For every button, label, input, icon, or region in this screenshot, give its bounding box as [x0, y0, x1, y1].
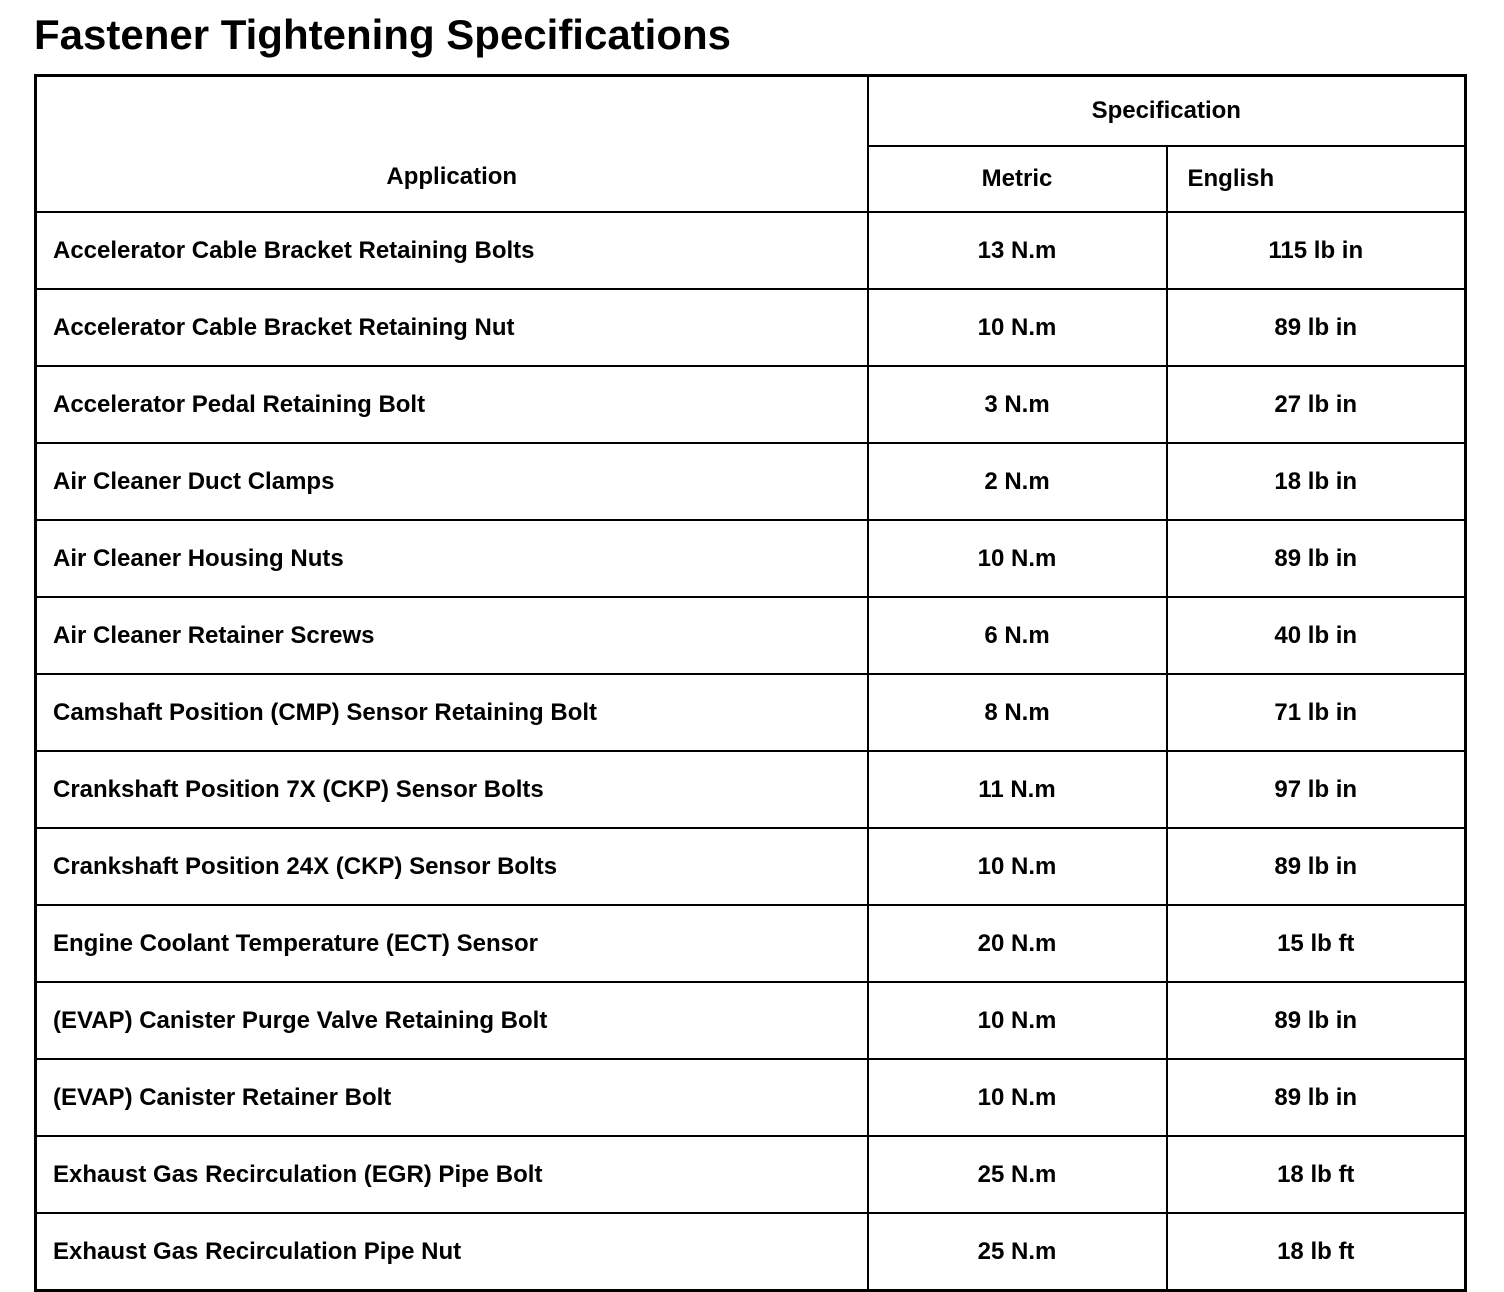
- english-cell: 18 lb in: [1165, 442, 1467, 522]
- application-cell: Exhaust Gas Recirculation Pipe Nut: [34, 1212, 869, 1292]
- metric-cell: 3 N.m: [866, 365, 1168, 445]
- english-cell: 40 lb in: [1165, 596, 1467, 676]
- english-cell: 89 lb in: [1165, 1058, 1467, 1138]
- application-cell: Air Cleaner Housing Nuts: [34, 519, 869, 599]
- table-row: Crankshaft Position 7X (CKP) Sensor Bolt…: [34, 750, 1467, 830]
- english-cell: 27 lb in: [1165, 365, 1467, 445]
- table-row: Accelerator Cable Bracket Retaining Nut 1…: [34, 288, 1467, 368]
- english-cell: 89 lb in: [1165, 288, 1467, 368]
- english-cell: 89 lb in: [1165, 519, 1467, 599]
- table-row: Engine Coolant Temperature (ECT) Sensor 2…: [34, 904, 1467, 984]
- page-title: Fastener Tightening Specifications: [34, 11, 732, 58]
- table-header: Application Specification Metric English: [34, 74, 1467, 214]
- metric-cell: 10 N.m: [866, 1058, 1168, 1138]
- table-row: Exhaust Gas Recirculation (EGR) Pipe Bol…: [34, 1135, 1467, 1215]
- english-cell: 15 lb ft: [1165, 904, 1467, 984]
- english-cell: 89 lb in: [1165, 827, 1467, 907]
- application-cell: Accelerator Pedal Retaining Bolt: [34, 365, 869, 445]
- spec-table-body: Accelerator Cable Bracket Retaining Bolt…: [34, 211, 1467, 1292]
- metric-cell: 10 N.m: [866, 519, 1168, 599]
- english-column-header: English: [1165, 145, 1467, 214]
- application-cell: Crankshaft Position 7X (CKP) Sensor Bolt…: [34, 750, 869, 830]
- english-cell: 18 lb ft: [1165, 1135, 1467, 1215]
- english-cell: 97 lb in: [1165, 750, 1467, 830]
- table-row: Crankshaft Position 24X (CKP) Sensor Bol…: [34, 827, 1467, 907]
- metric-cell: 13 N.m: [866, 211, 1168, 291]
- application-cell: Engine Coolant Temperature (ECT) Sensor: [34, 904, 869, 984]
- fastener-spec-table: Application Specification Metric English…: [34, 74, 1467, 1292]
- english-cell: 115 lb in: [1165, 211, 1467, 291]
- metric-column-header: Metric: [866, 145, 1168, 214]
- application-cell: Accelerator Cable Bracket Retaining Nut: [34, 288, 869, 368]
- table-row: Exhaust Gas Recirculation Pipe Nut 25 N.m…: [34, 1212, 1467, 1292]
- table-row: Accelerator Cable Bracket Retaining Bolt…: [34, 211, 1467, 291]
- application-cell: Accelerator Cable Bracket Retaining Bolt…: [34, 211, 869, 291]
- metric-cell: 11 N.m: [866, 750, 1168, 830]
- table-row: Accelerator Pedal Retaining Bolt 3 N.m 27 …: [34, 365, 1467, 445]
- english-cell: 89 lb in: [1165, 981, 1467, 1061]
- header-row-units: Metric English: [36, 145, 1467, 214]
- table-row: (EVAP) Canister Retainer Bolt 10 N.m 89 lb…: [34, 1058, 1467, 1138]
- application-cell: Exhaust Gas Recirculation (EGR) Pipe Bol…: [34, 1135, 869, 1215]
- header-row-top: Application Specification: [34, 74, 1467, 214]
- metric-cell: 20 N.m: [866, 904, 1168, 984]
- application-cell: Crankshaft Position 24X (CKP) Sensor Bol…: [34, 827, 869, 907]
- metric-cell: 6 N.m: [866, 596, 1168, 676]
- metric-cell: 10 N.m: [866, 981, 1168, 1061]
- table-row: (EVAP) Canister Purge Valve Retaining Bo…: [34, 981, 1467, 1061]
- english-cell: 18 lb ft: [1165, 1212, 1467, 1292]
- table-row: Air Cleaner Retainer Screws 6 N.m 40 lb in: [34, 596, 1467, 676]
- metric-cell: 10 N.m: [866, 827, 1168, 907]
- specification-column-header: Specification: [866, 74, 1467, 148]
- application-cell: (EVAP) Canister Purge Valve Retaining Bo…: [34, 981, 869, 1061]
- metric-cell: 10 N.m: [866, 288, 1168, 368]
- application-cell: Camshaft Position (CMP) Sensor Retaining…: [34, 673, 869, 753]
- application-column-header: Application: [34, 74, 869, 214]
- table-row: Air Cleaner Duct Clamps 2 N.m 18 lb in: [34, 442, 1467, 522]
- table-row: Air Cleaner Housing Nuts 10 N.m 89 lb in: [34, 519, 1467, 599]
- metric-cell: 25 N.m: [866, 1135, 1168, 1215]
- english-cell: 71 lb in: [1165, 673, 1467, 753]
- application-cell: Air Cleaner Duct Clamps: [34, 442, 869, 522]
- application-cell: (EVAP) Canister Retainer Bolt: [34, 1058, 869, 1138]
- metric-cell: 25 N.m: [866, 1212, 1168, 1292]
- metric-cell: 2 N.m: [866, 442, 1168, 522]
- application-cell: Air Cleaner Retainer Screws: [34, 596, 869, 676]
- table-row: Camshaft Position (CMP) Sensor Retaining…: [34, 673, 1467, 753]
- metric-cell: 8 N.m: [866, 673, 1168, 753]
